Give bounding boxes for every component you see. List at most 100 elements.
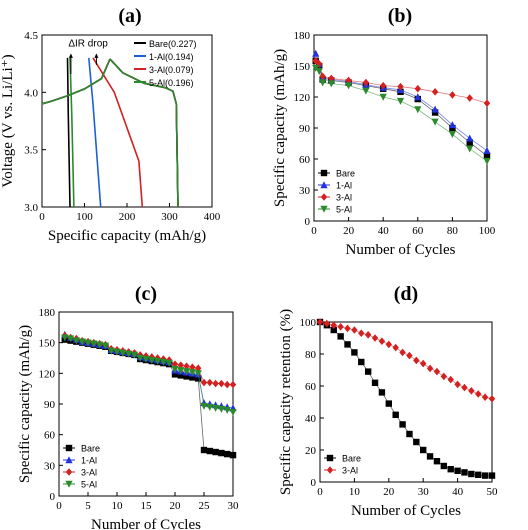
x-axis-title: Number of Cycles (91, 517, 201, 530)
data-point (84, 339, 92, 347)
data-point (148, 356, 156, 364)
data-point (420, 446, 427, 454)
data-point (194, 370, 202, 378)
data-point (224, 450, 231, 458)
data-point (96, 341, 104, 349)
series-line-3-al-second_charge (92, 57, 144, 208)
ir-drop-arrowhead (94, 53, 99, 58)
data-point (165, 359, 173, 367)
data-point (223, 406, 231, 414)
data-point (206, 378, 213, 387)
data-point (113, 348, 121, 356)
legend-label: 1-Al (81, 456, 97, 466)
x-axis-title: Specific capacity (mAh/g) (48, 228, 206, 244)
data-point (330, 326, 337, 334)
y-tick-label: 60 (44, 430, 56, 442)
data-point (364, 368, 372, 375)
data-point (171, 366, 179, 374)
x-tick-label: 50 (487, 486, 499, 498)
data-point (319, 79, 327, 87)
data-point (323, 319, 331, 328)
data-point (362, 78, 370, 87)
data-point (177, 372, 184, 379)
panel-label: (a) (118, 5, 141, 27)
x-tick-label: 60 (412, 225, 424, 237)
legend-label: Bare (81, 444, 100, 454)
data-point (218, 449, 225, 457)
series-line-5-al-charge (41, 58, 111, 105)
annotation-label: ΔIR drop (68, 38, 108, 49)
y-tick-label: 180 (294, 30, 311, 42)
data-point (171, 360, 179, 368)
data-point (61, 334, 69, 342)
data-point (337, 333, 344, 340)
x-tick-label: 20 (343, 225, 355, 237)
data-point (229, 451, 237, 459)
data-point (447, 375, 454, 384)
legend-swatch (65, 468, 73, 476)
legend-label: 5-Al (336, 205, 352, 215)
data-point (392, 411, 399, 418)
data-point (315, 67, 323, 75)
y-tick-label: 60 (299, 154, 311, 166)
data-point (177, 367, 185, 375)
data-point (378, 389, 386, 396)
data-point (461, 469, 468, 476)
x-tick-label: 100 (479, 225, 496, 237)
data-point (312, 49, 320, 57)
x-tick-label: 10 (112, 500, 124, 512)
legend-swatch (65, 444, 73, 452)
data-point (426, 364, 434, 373)
chart-panel-b: (b) 0 20 40 60 80 100 0 30 60 90 120 150 180 Number of… (272, 5, 496, 258)
data-point (142, 355, 150, 363)
legend-label: 3-Al(0.079) (149, 65, 194, 75)
data-point (217, 405, 225, 413)
data-point (406, 430, 413, 438)
data-point (392, 343, 399, 352)
data-point (396, 97, 405, 105)
y-tick-label: 120 (39, 368, 56, 380)
data-point (154, 357, 162, 365)
y-tick-label: 0 (311, 477, 317, 489)
data-point (328, 74, 335, 83)
y-tick-label: 60 (305, 381, 317, 393)
legend-label: 3-Al (336, 193, 352, 203)
data-point (107, 347, 115, 355)
data-point (183, 373, 190, 380)
x-tick-label: 80 (447, 225, 459, 237)
chart-panel-c: (c) 0 5 10 15 20 25 30 0 30 60 90 120 150 180 Number of… (17, 283, 239, 530)
legend-swatch (320, 169, 328, 177)
y-tick-label: 150 (294, 61, 311, 73)
panel-label: (d) (394, 283, 418, 305)
data-point (358, 358, 365, 366)
data-point (72, 337, 80, 345)
data-point (119, 349, 127, 357)
data-point (229, 380, 237, 389)
legend-label: Bare (342, 454, 361, 464)
x-tick-label: 300 (161, 211, 178, 223)
data-point (440, 462, 448, 470)
data-point (380, 81, 387, 90)
data-point (351, 349, 358, 356)
y-tick-label: 40 (305, 413, 317, 425)
data-point (466, 134, 474, 142)
y-tick-label: 80 (305, 349, 317, 361)
data-point (466, 94, 473, 102)
series-line-5-al (64, 337, 234, 413)
x-tick-label: 30 (228, 500, 240, 512)
chart-panel-a: (a) 0 100 200 300 400 3.0 3.5 4.0 4.5 Specific cap… (0, 5, 221, 244)
x-tick-label: 10 (349, 486, 361, 498)
series-line-bare-second_charge (66, 57, 71, 208)
panel-label: (c) (135, 283, 157, 305)
data-point (371, 379, 379, 386)
data-point (189, 363, 196, 371)
data-point (448, 131, 456, 138)
x-tick-label: 25 (199, 500, 211, 512)
legend-label: 3-Al (81, 468, 97, 478)
legend-swatch (320, 193, 328, 201)
data-point (448, 121, 456, 129)
data-point (413, 438, 420, 446)
y-tick-label: 4.0 (24, 87, 38, 99)
data-point (78, 338, 86, 346)
data-point (136, 354, 144, 362)
